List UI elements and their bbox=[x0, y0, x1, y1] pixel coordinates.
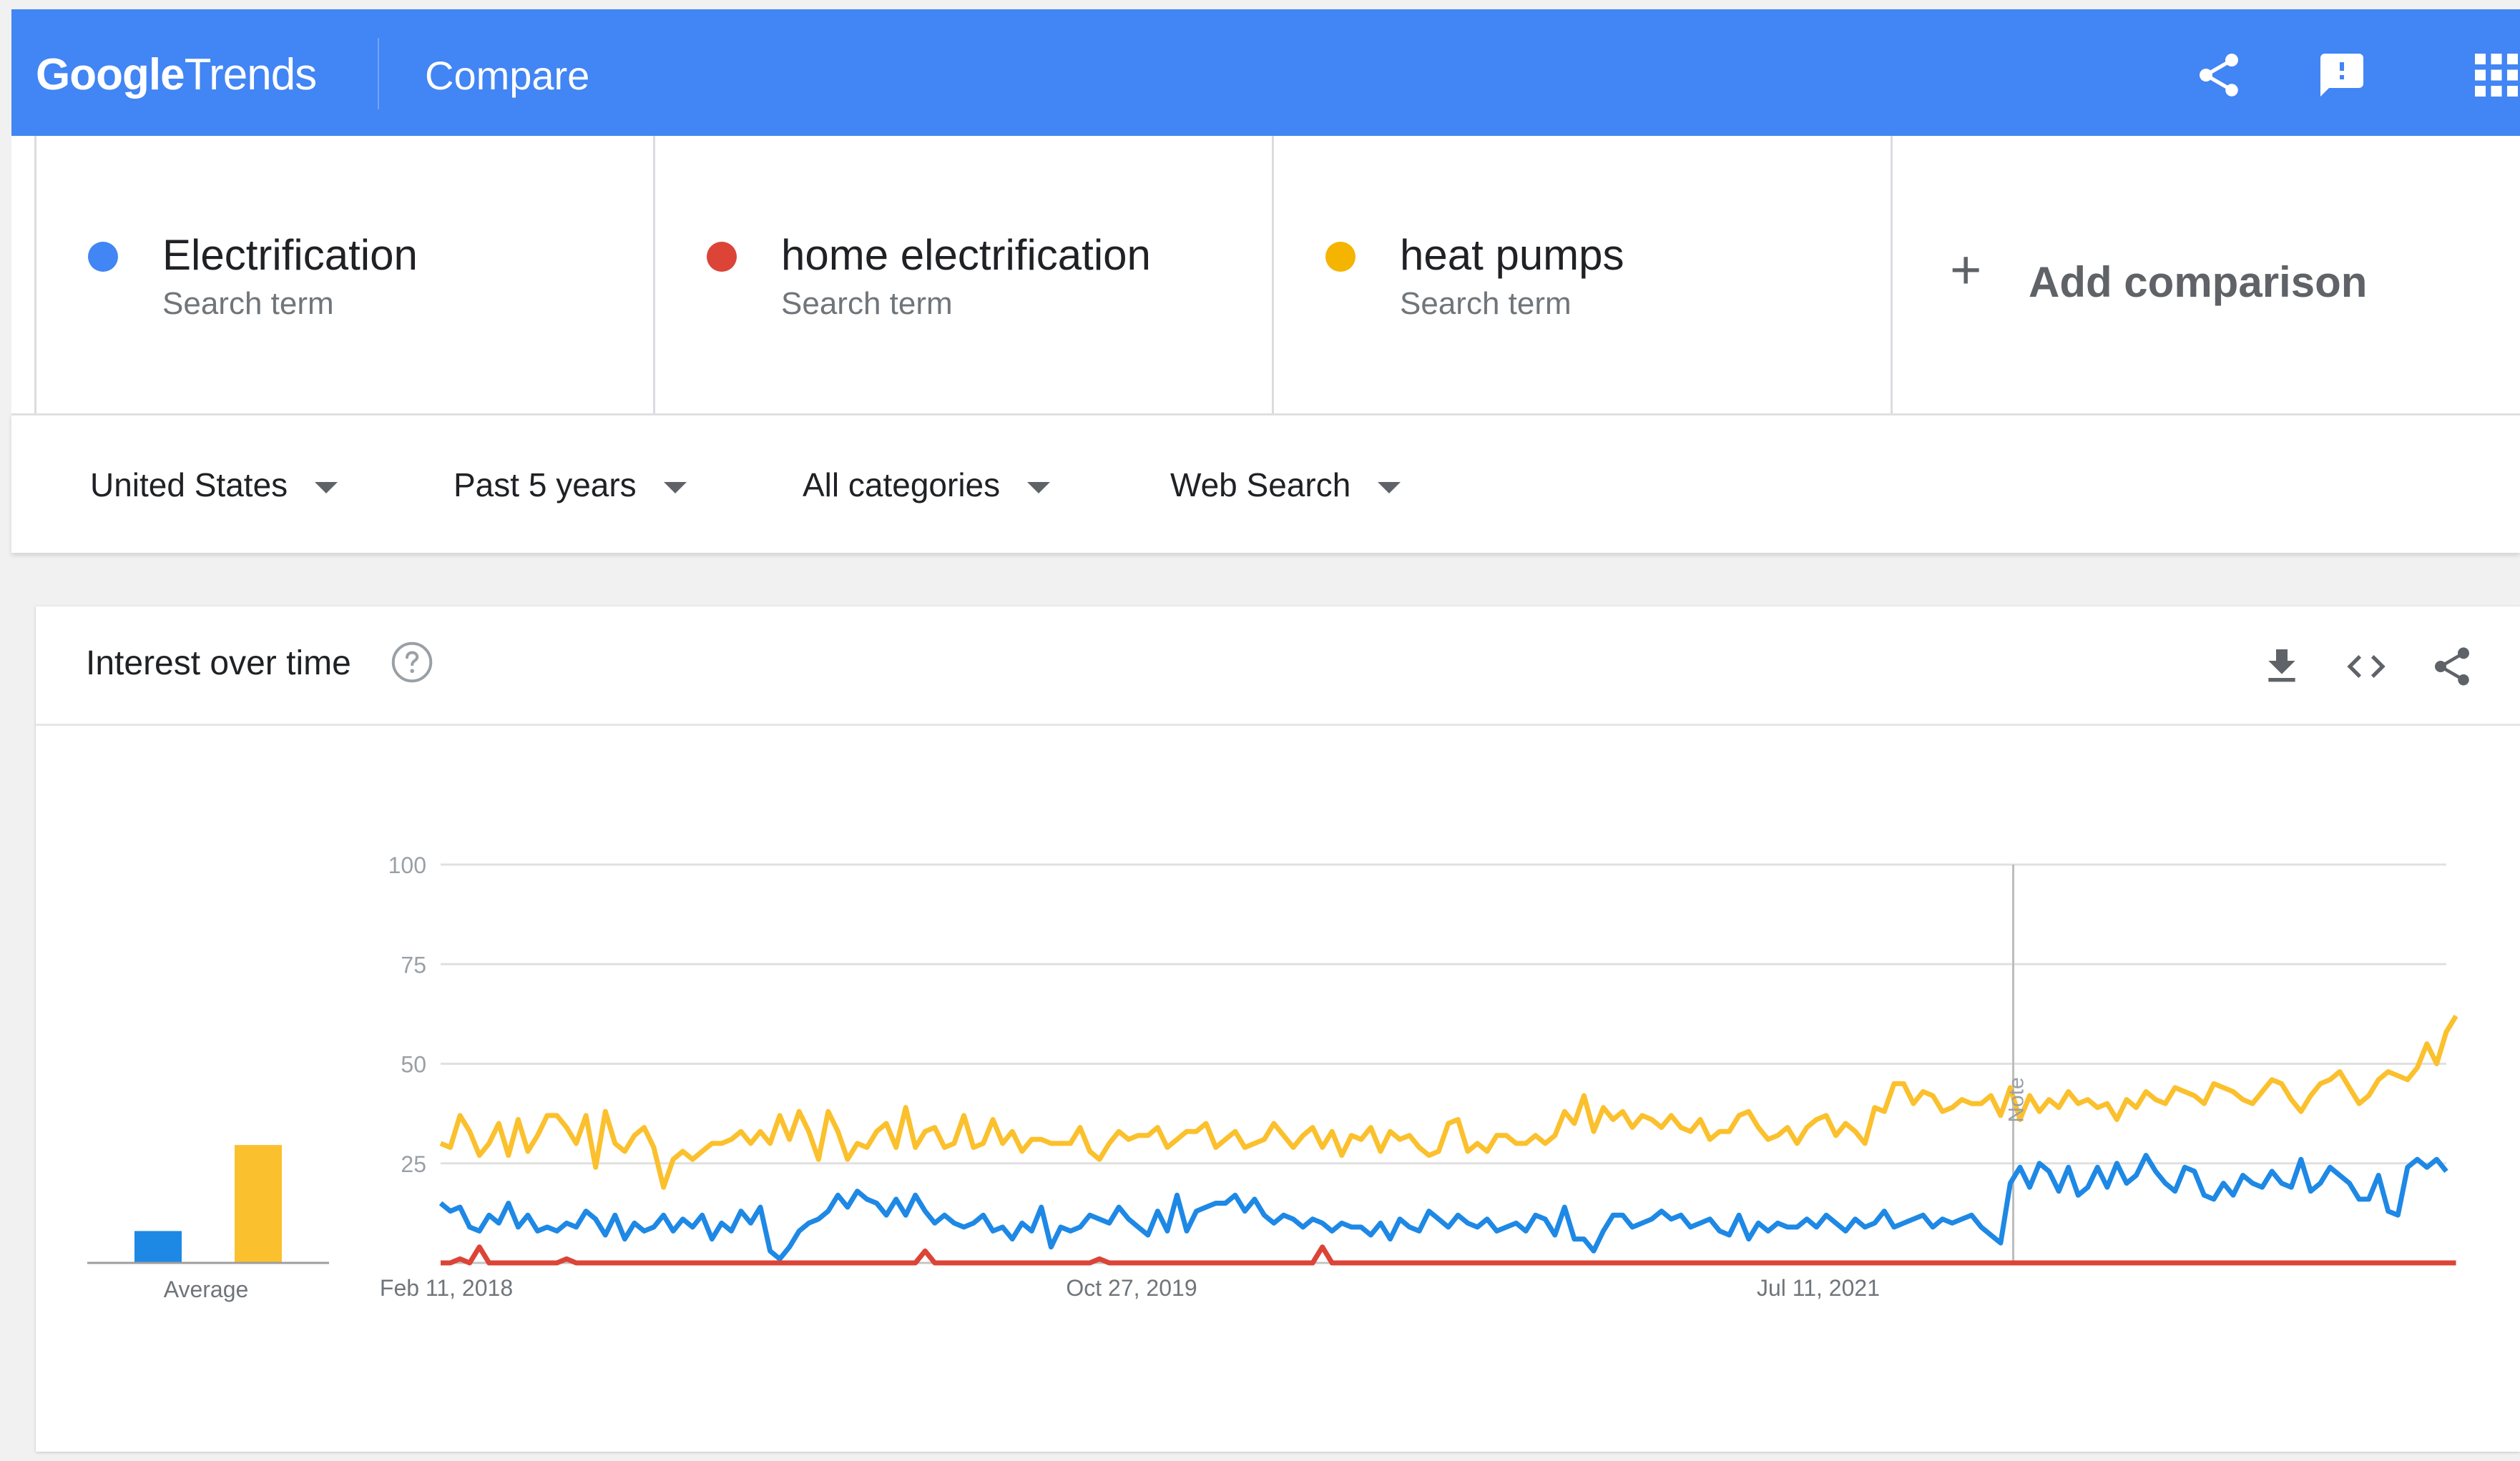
page-title: Compare bbox=[425, 53, 590, 98]
apps-grid-icon[interactable] bbox=[2471, 49, 2520, 101]
download-icon[interactable] bbox=[2259, 644, 2305, 689]
interest-over-time-chart: Average 100 75 50 25 Feb 11, 2018 Oct 27, 201… bbox=[87, 852, 2458, 1302]
term-type: Search term bbox=[1400, 286, 1572, 321]
region-label: United States bbox=[90, 466, 288, 503]
average-bar bbox=[134, 1231, 182, 1263]
share-icon[interactable] bbox=[2193, 49, 2245, 101]
x-tick-label: Jul 11, 2021 bbox=[1757, 1275, 1880, 1301]
term-card-electrification[interactable]: Electrification Search term bbox=[34, 136, 655, 413]
compare-terms: Electrification Search term home electri… bbox=[11, 136, 2520, 413]
feedback-icon[interactable] bbox=[2316, 49, 2368, 101]
search-type-label: Web Search bbox=[1170, 466, 1351, 503]
series-color-dot bbox=[707, 242, 737, 272]
help-icon[interactable] bbox=[391, 641, 433, 684]
term-name: Electrification bbox=[162, 231, 418, 279]
series-color-dot bbox=[88, 242, 118, 272]
series-lines bbox=[438, 1014, 2458, 1266]
time-range-label: Past 5 years bbox=[453, 466, 637, 503]
dropdown-caret-icon bbox=[315, 481, 338, 493]
y-tick-label: 50 bbox=[401, 1052, 426, 1078]
plus-icon: + bbox=[1950, 240, 1982, 300]
term-card-heat-pumps[interactable]: heat pumps Search term bbox=[1272, 136, 1893, 413]
category-dropdown[interactable]: All categories bbox=[803, 466, 1051, 504]
card-divider bbox=[36, 724, 2520, 726]
series-color-dot bbox=[1325, 242, 1355, 272]
term-type: Search term bbox=[162, 286, 334, 321]
dropdown-caret-icon bbox=[1378, 481, 1401, 493]
interest-over-time-card: Interest over time Average 100 75 50 25 Feb … bbox=[36, 606, 2520, 1452]
dropdown-caret-icon bbox=[663, 481, 687, 493]
term-card-home-electrification[interactable]: home electrification Search term bbox=[653, 136, 1274, 413]
x-tick-label: Oct 27, 2019 bbox=[1066, 1275, 1197, 1301]
axis-labels: 100 75 50 25 Feb 11, 2018 Oct 27, 2019 Jul 11,… bbox=[380, 852, 2029, 1301]
x-tick-label: Feb 11, 2018 bbox=[380, 1275, 513, 1301]
header-divider bbox=[378, 38, 379, 109]
dropdown-caret-icon bbox=[1027, 481, 1051, 493]
add-comparison-label: Add comparison bbox=[2029, 258, 2368, 306]
share-icon[interactable] bbox=[2429, 644, 2475, 689]
app-bar: GoogleTrends Compare bbox=[11, 9, 2520, 136]
region-dropdown[interactable]: United States bbox=[90, 466, 338, 504]
average-bar bbox=[235, 1145, 282, 1263]
series-line-home-electrification bbox=[441, 1244, 2456, 1266]
chart-grid bbox=[441, 863, 2446, 1264]
add-comparison-button[interactable]: + Add comparison bbox=[1891, 136, 2520, 413]
term-name: home electrification bbox=[781, 231, 1151, 279]
y-tick-label: 75 bbox=[401, 952, 426, 978]
average-label: Average bbox=[164, 1276, 249, 1302]
logo-google: Google bbox=[36, 50, 185, 99]
note-label: Note bbox=[2005, 1077, 2029, 1122]
average-bars: Average bbox=[87, 1145, 329, 1302]
series-line-electrification bbox=[438, 1153, 2448, 1261]
series-line-heat-pumps bbox=[439, 1014, 2458, 1190]
google-trends-logo[interactable]: GoogleTrends bbox=[36, 49, 318, 100]
embed-icon[interactable] bbox=[2343, 644, 2389, 689]
y-tick-label: 100 bbox=[388, 852, 426, 878]
card-title: Interest over time bbox=[86, 644, 351, 682]
search-type-dropdown[interactable]: Web Search bbox=[1170, 466, 1401, 504]
y-tick-label: 25 bbox=[401, 1151, 426, 1177]
logo-trends: Trends bbox=[184, 50, 318, 99]
category-label: All categories bbox=[803, 466, 1001, 503]
term-name: heat pumps bbox=[1400, 231, 1624, 279]
term-type: Search term bbox=[781, 286, 953, 321]
filter-bar: United States Past 5 years All categorie… bbox=[11, 413, 2520, 553]
time-range-dropdown[interactable]: Past 5 years bbox=[453, 466, 687, 504]
